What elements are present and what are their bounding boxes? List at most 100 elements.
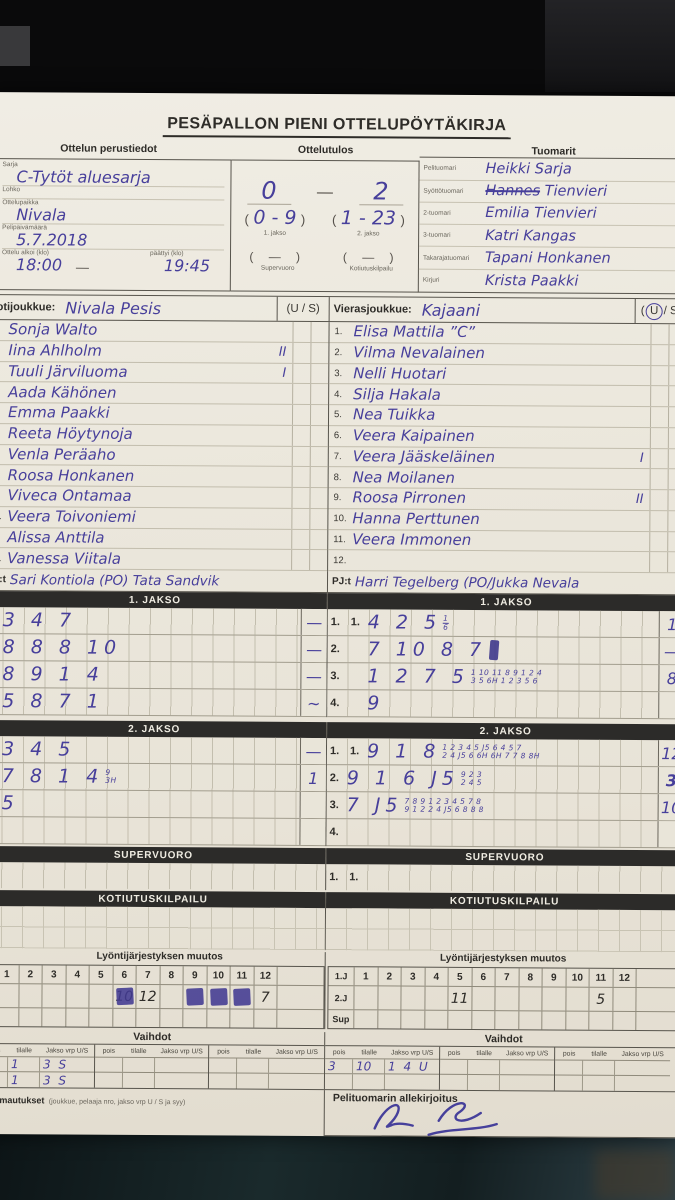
- player-number: 10.: [0, 511, 7, 522]
- player-name: Roosa Honkanen: [7, 465, 135, 485]
- column-number: 4: [425, 967, 449, 986]
- vaihdot-away: Vaihdot pois tilalle Jakso vrp U/S 3 10 1 …: [324, 1032, 675, 1093]
- substitution-box: [668, 344, 675, 365]
- field-paikka: Ottelupaikka Nivala: [2, 199, 225, 226]
- muutos-2j-row: 10 12 7: [0, 984, 324, 1011]
- vaihdot-group: pois tilalle Jakso vrp U/S: [94, 1044, 210, 1089]
- home-captains: PJ:t Sari Kontiola (PO) Tata Sandvik: [0, 568, 329, 593]
- player-name: Reeta Höytynoja: [7, 424, 133, 444]
- substitution-box: [649, 427, 668, 448]
- substitution-box: [291, 446, 310, 467]
- empty-grid: [0, 905, 326, 951]
- substitution-box: [650, 365, 669, 386]
- player-row: 7. Venla Peräaho: [0, 444, 328, 468]
- vaihto-row: 3 10 1 4 U: [325, 1059, 440, 1075]
- substitution-box: [649, 510, 668, 531]
- jakso1-score: ( 0 - 9 ) 1. jakso: [244, 206, 306, 237]
- player-name: Roosa Pirronen: [352, 488, 467, 508]
- home-team-name: Nivala Pesis: [65, 297, 162, 318]
- form-title: PESÄPALLON PIENI OTTELUPÖYTÄKIRJA: [0, 114, 675, 146]
- player-row: 6. Veera Kaipainen: [328, 425, 675, 449]
- player-row: 10. Veera Toivoniemi: [0, 506, 328, 530]
- column-number: 10: [566, 968, 590, 987]
- kotiutuskilpailu-section: KOTIUTUSKILPAILU KOTIUTUSKILPAILU: [0, 889, 675, 953]
- player-name: Nelli Huotari: [353, 364, 447, 383]
- substitution-box: [650, 386, 669, 407]
- final-home: 0: [246, 177, 291, 205]
- substitution-box: [291, 508, 310, 529]
- background-patch: [595, 1150, 675, 1200]
- column-number: 4: [66, 965, 90, 984]
- player-number: 6.: [333, 430, 342, 442]
- column-number: 3: [42, 965, 67, 984]
- referee-row: 2-tuomari Emilia Tienvieri: [419, 202, 675, 227]
- player-number: 9.: [0, 490, 8, 501]
- referees: Tuomarit Pelituomari Heikki Sarja Syöttö…: [418, 145, 675, 295]
- player-number: 7.: [333, 451, 342, 463]
- substitution-box: [650, 324, 669, 344]
- footer-section: Huomautukset (joukkue, pelaaja nro, jaks…: [0, 1087, 675, 1139]
- final-score: 0 — 2: [231, 165, 418, 206]
- vaihto-row: 10 1 3 S: [0, 1056, 94, 1073]
- home-roster: 1. Sonja Walto 2. Iina Ahlholm II: [0, 319, 330, 572]
- substitution-box: [309, 404, 329, 425]
- substitution-box: [668, 365, 675, 386]
- vaihdot-group: pois tilalle Jakso vrp U/S: [554, 1047, 671, 1091]
- player-name: Veera Kaipainen: [352, 426, 475, 446]
- final-away: 2: [358, 177, 403, 206]
- player-row: 7. Veera Jääskeläinen I: [328, 446, 675, 470]
- column-number: 5: [448, 967, 473, 986]
- paikka-value: Nivala: [16, 205, 67, 225]
- ink-blot: [488, 639, 499, 661]
- player-number: 1.: [334, 326, 343, 338]
- muutos-header-row: 1 2 3 4 5 6 7 8 9 10 11 12: [0, 965, 324, 987]
- substitution-box: [291, 487, 310, 508]
- score-row: 5 8 7 1 ~: [0, 687, 327, 718]
- substitution-box: [649, 552, 668, 573]
- column-number: 3: [401, 967, 426, 986]
- substitution-box: [309, 550, 328, 571]
- away-us-box: (U / S): [634, 298, 675, 324]
- player-number: 6.: [0, 428, 8, 439]
- column-number: 8: [519, 968, 543, 987]
- paattyi-value: 19:45: [163, 256, 211, 276]
- substitution-box: [310, 363, 329, 384]
- jakso2-away-grid: 2. JAKSO 1. 1. 9 1 8 1 2 3 4 5 J5 6 4 5 …: [326, 722, 675, 849]
- player-number: 4.: [334, 388, 343, 400]
- muutos-home-table: 1 2 3 4 5 6 7 8 9 10 11 12 10 12 7: [0, 964, 325, 1030]
- player-name: Emma Paakki: [7, 403, 110, 423]
- player-mark: I: [282, 365, 287, 381]
- kotiutuskilpailu-score: ( — ) Kotiutuskilpailu: [342, 250, 400, 273]
- score-row: 7 8 1 4 9 3H 1: [0, 762, 326, 793]
- rosters: 1. Sonja Walto 2. Iina Ahlholm II: [0, 319, 675, 574]
- jakso1-home-band: 1. JAKSO: [0, 590, 327, 610]
- sarja-value: C-Tytöt aluesarja: [16, 167, 151, 188]
- player-name: Vilma Nevalainen: [353, 343, 485, 363]
- column-number: 11: [589, 968, 614, 987]
- player-row: 1. Elisa Mattila ”C”: [329, 322, 675, 346]
- alkoi-value: 18:00: [15, 255, 63, 275]
- player-number: 9.: [333, 492, 342, 504]
- field-lohko: Lohko: [2, 186, 225, 201]
- score-row: [0, 816, 326, 847]
- muutos-away-table: 1.J 1 2 3 4 5 6 7 8 9 10 11 12 2.J 11 5: [327, 966, 675, 1032]
- substitution-box: [291, 550, 310, 570]
- player-number: 11.: [0, 532, 7, 543]
- muutos-sup-row: Sup: [328, 1010, 675, 1030]
- player-row: 2. Iina Ahlholm II: [0, 340, 329, 364]
- score-row: 8 8 8 10 —: [0, 633, 327, 664]
- substitution-box: [667, 407, 675, 428]
- extra-period-scores: ( — ) Supervuoro ( — ) Kotiutuskilpailu: [231, 249, 418, 273]
- player-name: Hanna Perttunen: [352, 509, 480, 529]
- column-number: 11: [230, 966, 255, 985]
- column-number: 6: [472, 967, 496, 987]
- score-row: 4.: [326, 819, 675, 849]
- crossed-entry: [183, 985, 208, 1009]
